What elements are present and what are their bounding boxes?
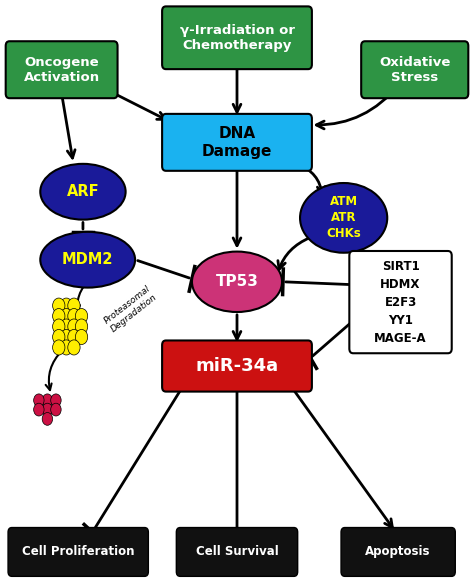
Circle shape	[68, 329, 80, 345]
FancyBboxPatch shape	[162, 114, 312, 171]
Circle shape	[68, 298, 80, 313]
FancyBboxPatch shape	[162, 340, 312, 392]
Circle shape	[42, 394, 53, 407]
Circle shape	[60, 298, 73, 313]
Circle shape	[51, 394, 61, 407]
FancyBboxPatch shape	[8, 528, 148, 576]
Ellipse shape	[300, 183, 387, 253]
Circle shape	[75, 309, 88, 324]
Ellipse shape	[40, 164, 126, 220]
Circle shape	[53, 340, 65, 355]
Circle shape	[68, 309, 80, 324]
Circle shape	[42, 403, 53, 416]
Circle shape	[60, 329, 73, 345]
Circle shape	[60, 340, 73, 355]
Circle shape	[34, 394, 44, 407]
Circle shape	[53, 298, 65, 313]
Text: TP53: TP53	[216, 274, 258, 289]
FancyBboxPatch shape	[361, 41, 468, 98]
Text: DNA
Damage: DNA Damage	[202, 126, 272, 159]
Circle shape	[53, 329, 65, 345]
Ellipse shape	[40, 232, 135, 288]
Text: Oncogene
Activation: Oncogene Activation	[24, 56, 100, 84]
FancyBboxPatch shape	[162, 6, 312, 69]
Text: MDM2: MDM2	[62, 252, 113, 267]
Circle shape	[53, 309, 65, 324]
FancyBboxPatch shape	[341, 528, 455, 576]
Text: Cell Proliferation: Cell Proliferation	[22, 546, 135, 558]
Circle shape	[68, 319, 80, 334]
Circle shape	[75, 319, 88, 334]
Ellipse shape	[192, 252, 282, 312]
Text: Cell Survival: Cell Survival	[196, 546, 278, 558]
Text: Proteasomal
Degradation: Proteasomal Degradation	[102, 284, 158, 334]
Circle shape	[60, 309, 73, 324]
Text: γ-Irradiation or
Chemotherapy: γ-Irradiation or Chemotherapy	[180, 24, 294, 52]
FancyBboxPatch shape	[349, 251, 452, 353]
Circle shape	[60, 319, 73, 334]
Text: Apoptosis: Apoptosis	[365, 546, 431, 558]
Circle shape	[53, 319, 65, 334]
FancyBboxPatch shape	[6, 41, 118, 98]
Text: miR-34a: miR-34a	[195, 357, 279, 375]
Text: ATM
ATR
CHKs: ATM ATR CHKs	[326, 195, 361, 241]
Circle shape	[51, 403, 61, 416]
Circle shape	[75, 329, 88, 345]
FancyBboxPatch shape	[176, 528, 298, 576]
Circle shape	[34, 403, 44, 416]
Circle shape	[42, 413, 53, 425]
Text: ARF: ARF	[67, 184, 99, 199]
Text: Oxidative
Stress: Oxidative Stress	[379, 56, 450, 84]
Text: SIRT1
HDMX
E2F3
YY1
MAGE-A: SIRT1 HDMX E2F3 YY1 MAGE-A	[374, 260, 427, 345]
Circle shape	[68, 340, 80, 355]
